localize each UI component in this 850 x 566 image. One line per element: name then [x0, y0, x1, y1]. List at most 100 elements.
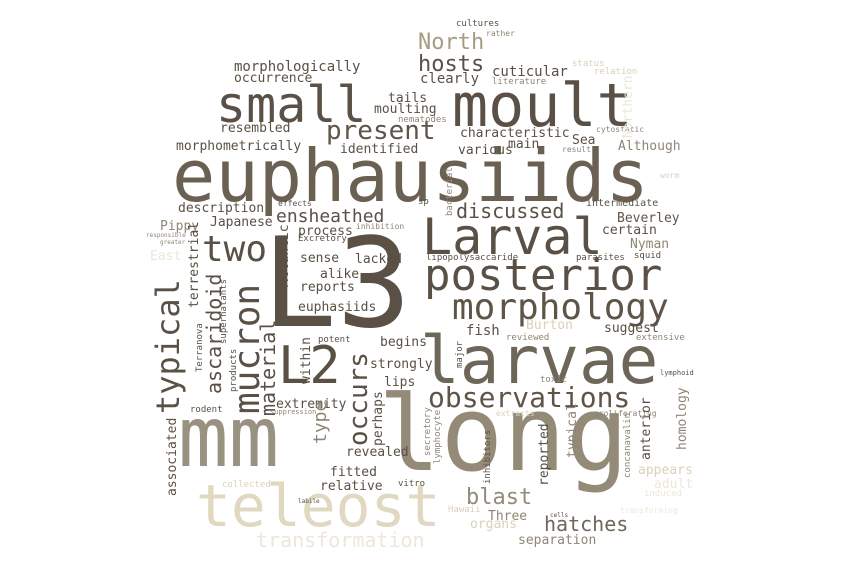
word-87: fitted: [330, 465, 377, 480]
word-93: collected: [222, 480, 271, 490]
word-49: effects: [278, 199, 312, 208]
word-30: cuticular: [492, 64, 568, 80]
word-96: inhibitors: [483, 429, 493, 484]
word-106: proliferating: [594, 409, 657, 418]
word-26: transformation: [256, 528, 425, 552]
word-102: appears: [638, 463, 693, 478]
word-6: moult: [452, 71, 633, 141]
word-2: mm: [178, 388, 280, 486]
word-4: larvae: [420, 322, 659, 399]
word-48: Pippy: [160, 219, 200, 234]
word-60: lipopolysaccaride: [426, 253, 519, 263]
word-63: process: [298, 224, 353, 239]
word-10: morphology: [452, 287, 669, 328]
word-55: Beverley: [617, 211, 680, 226]
word-88: relative: [320, 479, 383, 494]
word-70: supernatants: [219, 278, 229, 344]
word-105: toxic: [540, 375, 568, 385]
word-25: hatches: [544, 512, 629, 536]
word-119: responsible: [146, 232, 186, 239]
word-99: anterior: [639, 397, 654, 460]
word-100: concanavalin: [623, 412, 633, 478]
word-45: Although: [618, 139, 681, 154]
word-117: status: [572, 59, 605, 69]
word-9: posterior: [424, 250, 663, 301]
word-98: typical: [565, 403, 580, 458]
word-33: moulting: [374, 102, 437, 117]
word-109: Hawaii: [448, 505, 481, 515]
word-101: homology: [675, 387, 690, 450]
word-113: cells: [550, 512, 569, 519]
word-57: Nyman: [630, 237, 670, 252]
word-74: suggest: [604, 321, 659, 336]
word-86: revealed: [346, 445, 409, 460]
word-90: rodent: [190, 405, 223, 415]
word-85: perhaps: [371, 391, 386, 446]
word-107: extracts: [496, 409, 535, 418]
word-40: cytostatic: [596, 125, 645, 134]
word-65: reports: [300, 280, 355, 295]
word-18: material: [256, 319, 280, 416]
word-11: two: [202, 229, 268, 270]
word-19: present: [326, 116, 436, 146]
word-23: ensheathed: [276, 206, 385, 227]
word-110: organs: [470, 517, 517, 532]
word-67: Atlantic: [277, 224, 292, 287]
word-59: parasites: [576, 253, 625, 263]
word-118: relation: [594, 67, 638, 77]
word-15: typical: [149, 279, 187, 414]
word-72: fish: [466, 323, 500, 339]
word-66: euphasiids: [298, 300, 377, 315]
word-97: reported: [537, 423, 552, 486]
word-78: begins: [380, 335, 427, 350]
word-47: Japanese: [210, 215, 273, 230]
word-16: occurs: [344, 352, 374, 446]
word-116: rather: [486, 29, 515, 38]
word-46: description: [178, 201, 265, 216]
word-22: discussed: [456, 199, 565, 223]
word-34: nematodes: [398, 115, 447, 125]
word-111: Three: [488, 509, 528, 524]
word-114: separation: [518, 533, 597, 548]
word-44: various: [458, 143, 513, 158]
word-108: lymphoid: [660, 369, 694, 377]
word-83: extremity: [276, 397, 347, 412]
word-56: certain: [602, 223, 657, 238]
word-89: vitro: [398, 479, 426, 489]
word-112: labile: [298, 498, 320, 505]
word-35: resembled: [220, 121, 291, 136]
word-91: suppression: [270, 408, 317, 416]
word-80: within: [299, 337, 314, 384]
word-122: worm: [660, 171, 680, 180]
word-54: intermediate: [586, 198, 659, 209]
word-52: bacterial: [445, 167, 455, 216]
word-95: lymphocyte: [433, 409, 443, 464]
word-94: secretory: [423, 407, 433, 456]
word-77: potent: [318, 335, 351, 345]
word-36: characteristic: [460, 126, 570, 141]
word-103: adult: [654, 477, 694, 492]
word-104: induced: [644, 489, 682, 499]
word-1: euphausiids: [172, 134, 649, 218]
word-69: Terranova: [195, 323, 205, 372]
word-115: cultures: [456, 19, 500, 29]
word-28: occurrence: [234, 71, 313, 86]
word-53: sp: [418, 197, 429, 207]
word-58: squid: [634, 251, 662, 261]
word-64: alike: [320, 267, 360, 282]
word-120: greater: [160, 239, 186, 246]
word-13: observations: [428, 381, 631, 414]
word-61: sense: [300, 251, 340, 266]
word-82: lips: [384, 375, 416, 390]
word-8: Larval: [422, 208, 603, 266]
word-68: terrestrial: [187, 221, 202, 308]
word-21: North: [418, 30, 485, 55]
word-75: extensive: [636, 333, 685, 343]
word-27: morphologically: [234, 59, 361, 75]
word-29: clearly: [420, 71, 480, 87]
word-71: products: [229, 348, 239, 392]
word-43: identified: [340, 142, 419, 157]
word-79: major: [455, 340, 465, 368]
word-39: result: [562, 145, 591, 154]
word-50: inhibition: [356, 222, 405, 231]
